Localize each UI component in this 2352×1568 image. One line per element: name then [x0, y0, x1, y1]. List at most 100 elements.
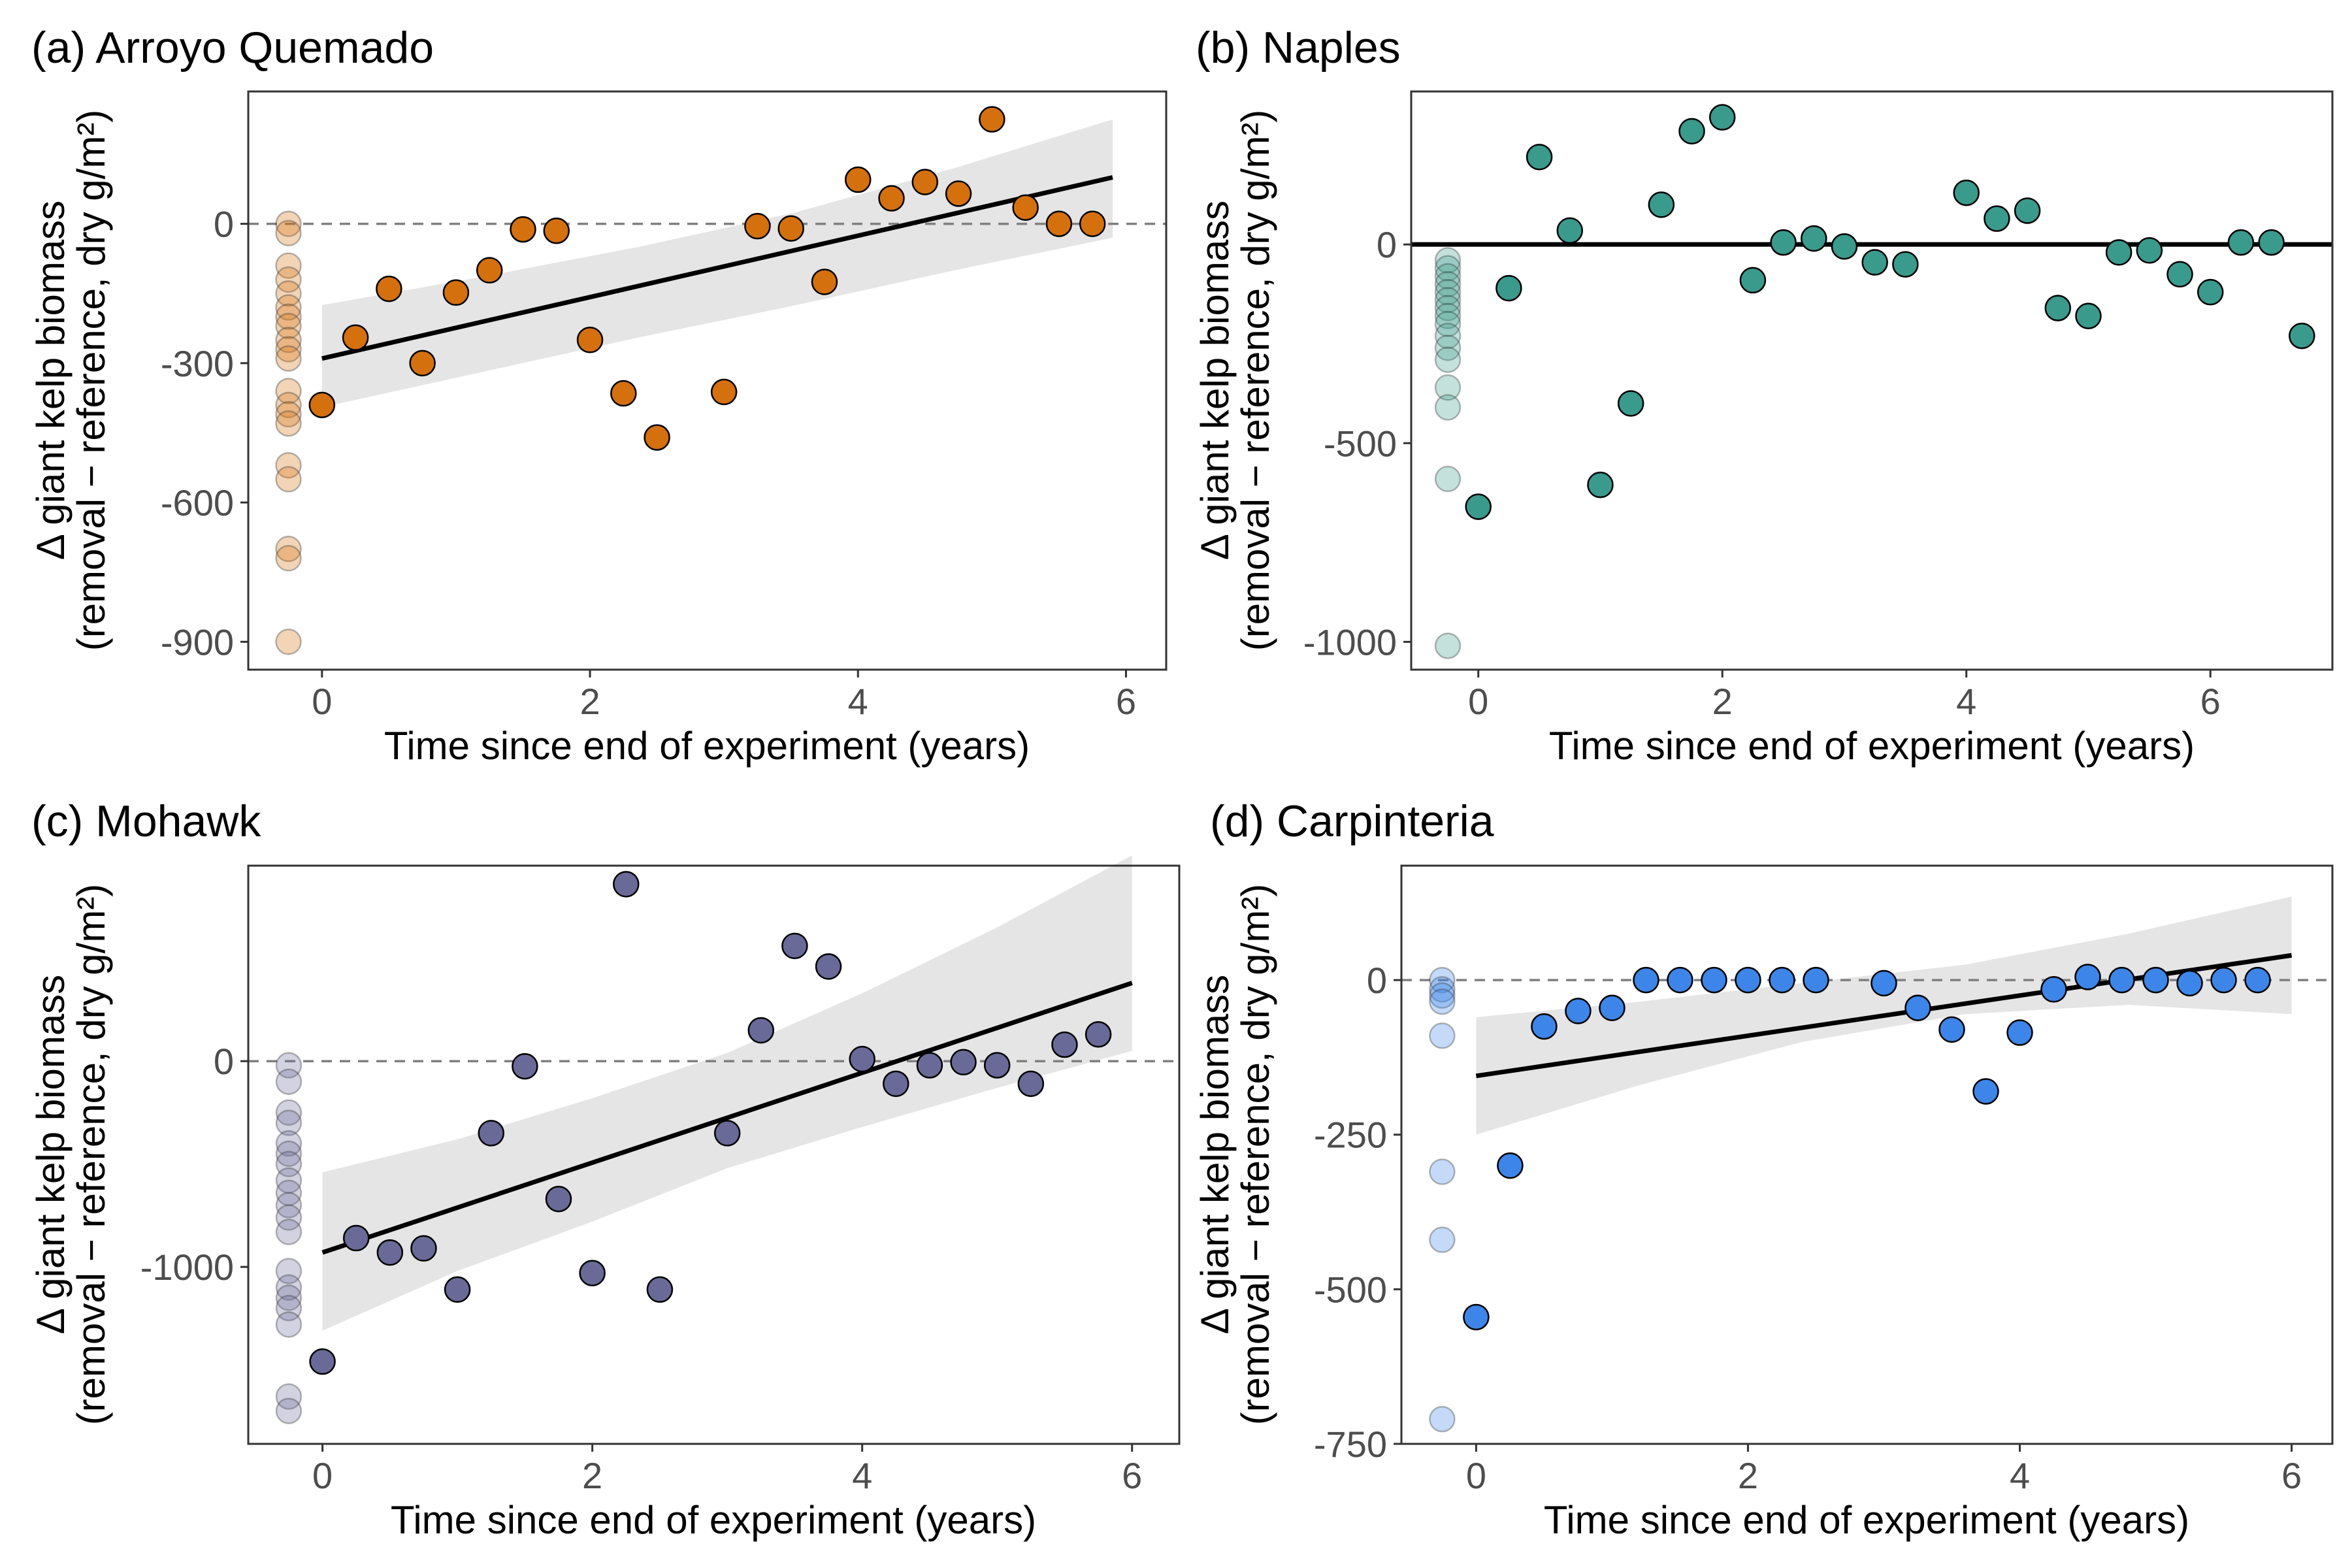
panel-d-data-point: [1769, 966, 1795, 994]
panel-d-data-point: [1701, 966, 1727, 994]
panel-c-plot: 0 2 4 6 0 -1000: [140, 855, 1179, 1496]
panel-c-y-title-line2: (removal − reference, dry g/m²): [69, 884, 113, 1426]
panel-a-data-point: [945, 180, 972, 207]
panel-c-data-point: [613, 871, 640, 898]
panel-c-fit-line: [321, 981, 1133, 1255]
panel-d-y-tick-label: -250: [1314, 1115, 1387, 1156]
panel-c-x-tick-label: 2: [582, 1455, 602, 1496]
panel-c-data-point: [342, 1224, 370, 1252]
panel-d-y-tick-label: 0: [1367, 960, 1387, 1001]
panel-b-during-point: [1434, 346, 1462, 373]
panel-a-during-point: [275, 252, 302, 279]
panel-a-x-tick-label: 0: [312, 681, 332, 722]
panel-b-data-point: [1831, 233, 1858, 260]
panel-b-during-point: [1434, 335, 1462, 361]
panel-a-data-point: [409, 350, 436, 377]
panel-a-data-point: [610, 380, 637, 407]
panel-c-during-point: [275, 1179, 302, 1207]
panel-b-data-point: [1739, 267, 1767, 294]
panel-c-data-point: [1051, 1031, 1078, 1058]
panel-d-data-point: [2176, 970, 2203, 997]
panel-c-data-point: [1085, 1021, 1112, 1048]
panel-a-during-point: [275, 312, 302, 340]
panel-a-x-title: Time since end of experiment (years): [384, 724, 1030, 768]
panel-c-during-point: [275, 1383, 302, 1410]
panel-d-title: (d) Carpinteria: [1210, 796, 1494, 846]
panel-b-x-tick-label: 4: [1956, 681, 1976, 722]
panel-b-data-point: [1526, 144, 1553, 171]
panel-b-during-point: [1434, 287, 1462, 314]
panel-b-during-point: [1434, 278, 1462, 306]
panel-b-data-point: [2227, 229, 2255, 256]
panel-b-y-tick-label: -1000: [1303, 621, 1397, 662]
panel-b-during-point: [1434, 394, 1462, 421]
panel-a-data-point: [342, 324, 369, 351]
panel-d-data-point: [2244, 966, 2271, 994]
panel-a-y-tick-label: 0: [214, 204, 234, 245]
panel-a-during-point: [275, 327, 302, 353]
panel-a-data-point: [543, 218, 570, 244]
panel-a-y-tick-label: -900: [161, 621, 234, 662]
panel-d-data-point: [2142, 966, 2169, 994]
panel-d-y-title-line2: (removal − reference, dry g/m²): [1233, 884, 1277, 1426]
panel-a-y-tick-label: -300: [161, 343, 234, 384]
panel-d-data-point: [1870, 970, 1897, 997]
panel-a-during-point: [275, 266, 302, 293]
panel-c-data-point: [376, 1239, 404, 1266]
panel-c-data-point: [410, 1235, 437, 1262]
panel-a-during-point: [275, 336, 302, 363]
panel-c-x-tick-label: 4: [852, 1455, 872, 1496]
panel-c-during-point: [275, 1099, 302, 1126]
panel-a-during-point: [275, 345, 302, 372]
panel-a-data-point: [1045, 210, 1073, 237]
panel-d-x-tick-label: 0: [1466, 1455, 1486, 1496]
panel-a-data-point: [911, 169, 939, 195]
panel-a-data-point: [1079, 210, 1106, 237]
panel-a-during-point: [275, 280, 302, 307]
panel-c-y-tick-label: -1000: [140, 1247, 234, 1288]
panel-d-data-point: [1497, 1152, 1524, 1179]
panel-a-data-point: [777, 215, 804, 242]
panel-a-during-point: [275, 220, 302, 247]
panel-a-data-point: [811, 269, 838, 295]
panel-c-during-point: [275, 1068, 302, 1095]
panel-b-data-point: [2166, 261, 2193, 288]
panel-a-data-point: [744, 212, 771, 240]
panel-c-data-point: [747, 1017, 775, 1044]
panel-b-data-point: [1556, 217, 1584, 244]
panel-a-during-point: [275, 410, 302, 437]
panel-b-title: (b) Naples: [1196, 23, 1401, 73]
panel-b-data-point: [1861, 249, 1888, 276]
panel-a-data-point: [442, 279, 470, 306]
panel-c-data-point: [781, 932, 808, 960]
panel-d-data-point: [1633, 966, 1659, 994]
panel-c-data-point: [883, 1070, 909, 1098]
panel-c-during-point: [275, 1274, 302, 1301]
panel-d-plot: 0 2 4 6 0 -250 -500 -750: [1314, 896, 2332, 1496]
panel-d-data-point: [1938, 1016, 1965, 1043]
panel-b-data-point: [1953, 179, 1980, 206]
panel-a-during-point: [275, 378, 302, 404]
panel-d-during-point: [1429, 1405, 1456, 1433]
panel-d-data-point: [1599, 994, 1625, 1021]
panel-b-plot: 0 2 4 6 0 -500 -1000: [1303, 104, 2332, 722]
panel-a-during-point: [275, 391, 302, 419]
panel-d-data-point: [1803, 966, 1829, 994]
panel-d-data-point: [2108, 966, 2135, 994]
panel-b-x-tick-label: 2: [1712, 681, 1733, 722]
panel-b-x-title: Time since end of experiment (years): [1549, 724, 2195, 768]
panel-c-during-point: [275, 1140, 302, 1168]
panel-a-title: (a) Arroyo Quemado: [31, 23, 434, 73]
panel-d-during-point: [1429, 982, 1456, 1009]
panel-c-during-point: [275, 1397, 302, 1424]
panel-c-y-tick-label: 0: [214, 1041, 234, 1082]
panel-c-data-point: [579, 1260, 606, 1286]
panel-d-x-tick-label: 2: [1738, 1455, 1758, 1496]
panel-c: (c) Mohawk 0 2 4 6 0 -1000 Time since end of …: [29, 796, 1181, 1542]
panel-c-data-point: [309, 1348, 336, 1375]
panel-a-data-point: [878, 185, 905, 212]
panel-d-x-title: Time since end of experiment (years): [1544, 1498, 2189, 1542]
panel-b-during-point: [1434, 247, 1462, 274]
panel-c-during-point: [275, 1218, 302, 1245]
